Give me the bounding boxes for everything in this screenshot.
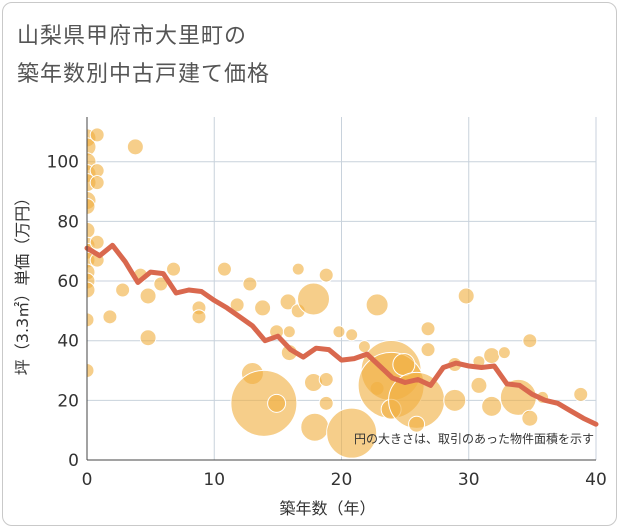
- bubble-point: [87, 312, 95, 328]
- size-note-annotation: 円の大きさは、取引のあった物件面積を示す: [354, 431, 594, 446]
- y-tick-label: 40: [57, 332, 79, 352]
- bubble-point: [87, 363, 95, 379]
- bubble-point: [216, 261, 232, 277]
- x-tick-label: 40: [585, 470, 607, 490]
- x-tick-label: 20: [331, 470, 353, 490]
- trend-line: [84, 242, 599, 427]
- y-tick-label: 0: [68, 451, 79, 471]
- bubble-point: [166, 261, 182, 277]
- bubble-point: [297, 282, 331, 316]
- bubble-point: [300, 412, 330, 442]
- y-tick-label: 100: [47, 153, 79, 173]
- bubble-point: [318, 395, 334, 411]
- bubble-point: [267, 393, 287, 413]
- bubble-point: [87, 137, 97, 157]
- bubble-point: [332, 325, 346, 339]
- bubble-point: [115, 282, 131, 298]
- bubble-point: [470, 376, 488, 394]
- y-tick-label: 80: [57, 212, 79, 232]
- bubble-point: [392, 353, 416, 377]
- bubble-point: [229, 297, 245, 313]
- bubble-point: [483, 347, 501, 365]
- x-tick-label: 0: [82, 470, 93, 490]
- x-tick-label: 30: [458, 470, 480, 490]
- bubble-point: [420, 321, 436, 337]
- x-tick-label: 10: [203, 470, 225, 490]
- bubble-point: [326, 407, 378, 459]
- bubble-point: [254, 299, 272, 317]
- y-tick-label: 60: [57, 272, 79, 292]
- bubble-point: [291, 262, 305, 276]
- bubble-point: [89, 127, 105, 143]
- bubble-point: [318, 371, 334, 387]
- bubble-point: [139, 287, 157, 305]
- bubble-point: [573, 386, 589, 402]
- bubble-point: [126, 138, 144, 156]
- y-axis-title: 坪（3.3㎡）単価（万円）: [13, 190, 32, 375]
- bubble-point: [242, 276, 258, 292]
- bubble-point: [279, 293, 297, 311]
- x-axis-title: 築年数（年）: [279, 499, 375, 518]
- bubble-layer: [87, 127, 589, 459]
- bubble-point: [457, 287, 475, 305]
- bubble-point: [345, 328, 359, 342]
- bubble-point: [365, 293, 389, 317]
- bubble-point: [420, 342, 436, 358]
- bubble-point: [87, 281, 96, 299]
- bubble-point: [481, 395, 503, 417]
- bubble-point: [408, 415, 426, 433]
- bubble-point: [87, 221, 96, 239]
- bubble-point: [191, 309, 207, 325]
- bubble-point: [139, 329, 157, 347]
- bubble-point: [102, 309, 118, 325]
- bubble-point: [521, 409, 539, 427]
- bubble-point: [87, 197, 96, 215]
- chart-title-line-1: 山梨県甲府市大里町の: [17, 24, 248, 49]
- bubble-point: [282, 325, 296, 339]
- y-tick-label: 20: [57, 391, 79, 411]
- bubble-point: [89, 175, 105, 191]
- bubble-point: [522, 333, 538, 349]
- bubble-point: [318, 267, 334, 283]
- bubble-point: [89, 234, 105, 250]
- chart-title-line-2: 築年数別中古戸建て価格: [17, 62, 271, 87]
- bubble-point: [497, 346, 511, 360]
- bubble-point: [443, 388, 467, 412]
- bubble-point: [230, 369, 298, 437]
